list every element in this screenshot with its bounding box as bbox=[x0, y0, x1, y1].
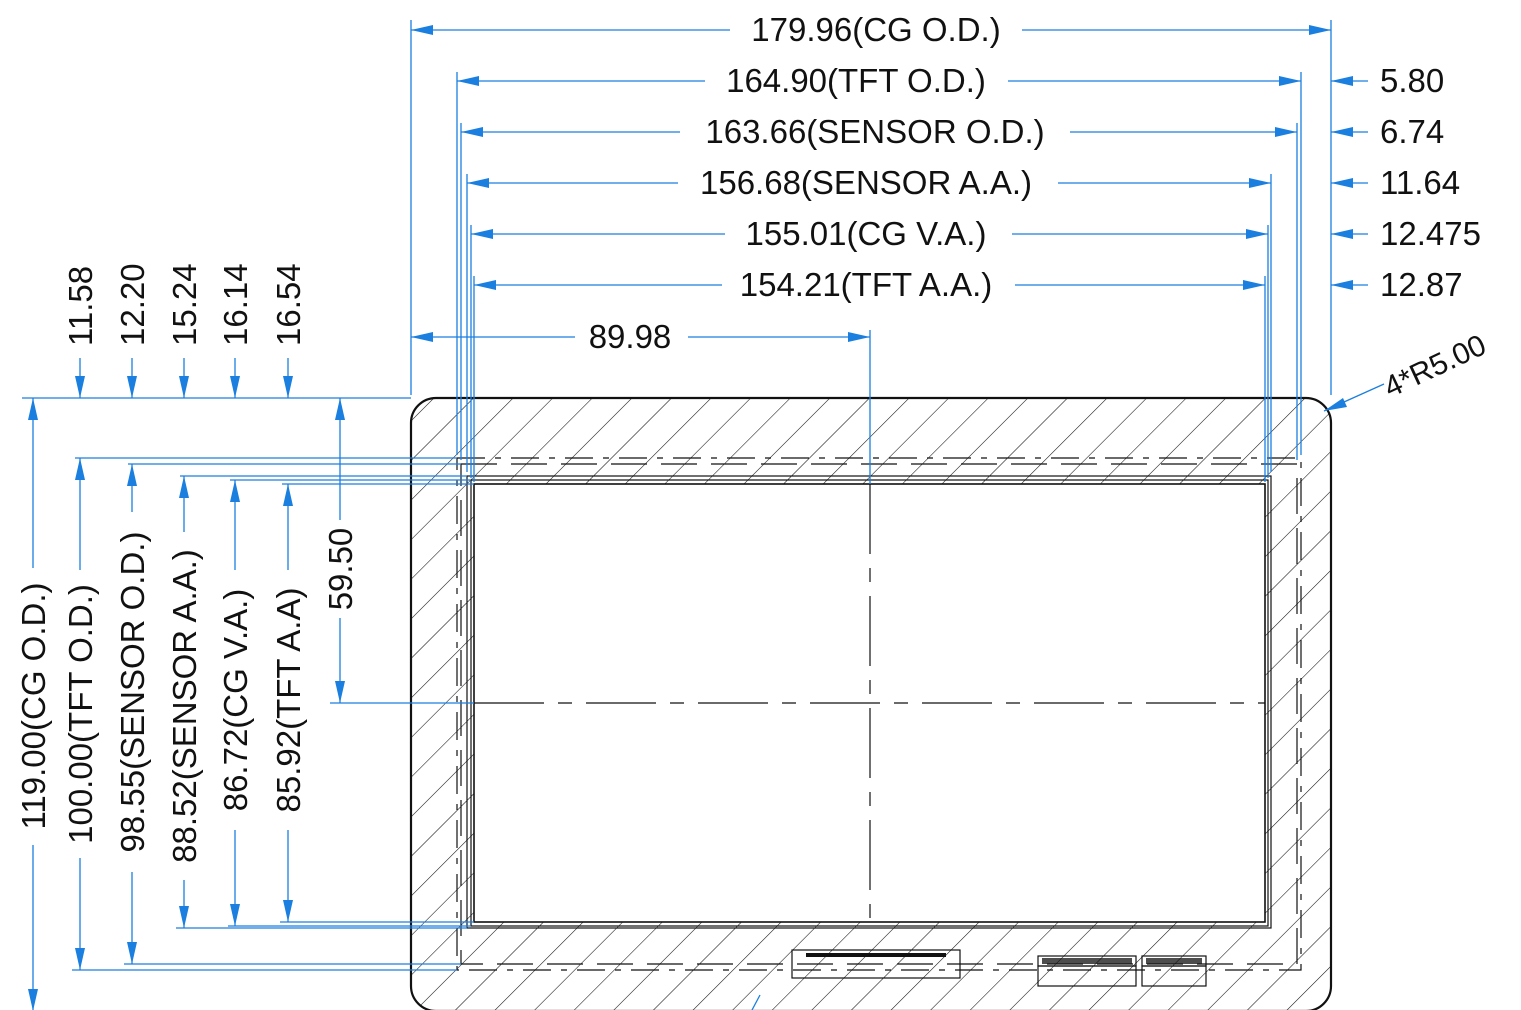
left-dimensions: 119.00(CG O.D.) 100.00(TFT O.D.) 98.55(S… bbox=[15, 397, 474, 1010]
panel-body bbox=[409, 396, 1333, 1010]
dim-cg-od-width: 179.96(CG O.D.) bbox=[411, 11, 1331, 48]
dim-center-y: 59.50 bbox=[322, 398, 359, 703]
dim-sensor-od-height: 98.55(SENSOR O.D.) bbox=[114, 464, 151, 964]
offset-16-14: 16.14 bbox=[217, 263, 254, 398]
offset-label: 12.20 bbox=[114, 263, 151, 346]
dim-label: 59.50 bbox=[322, 528, 359, 611]
dim-sensor-aa-width: 156.68(SENSOR A.A.) bbox=[467, 164, 1271, 201]
dim-cg-va-width: 155.01(CG V.A.) bbox=[471, 215, 1268, 252]
offset-12-475: 12.475 bbox=[1331, 215, 1481, 252]
leader-line bbox=[751, 994, 761, 1010]
offset-12-20: 12.20 bbox=[114, 263, 151, 398]
offset-label: 11.64 bbox=[1380, 164, 1460, 201]
offset-label: 5.80 bbox=[1380, 62, 1444, 99]
offset-11-58: 11.58 bbox=[62, 266, 99, 398]
dim-label: 164.90(TFT O.D.) bbox=[726, 62, 986, 99]
dim-label: 86.72(CG V.A.) bbox=[217, 589, 254, 812]
fpc-connector-right bbox=[1037, 955, 1207, 987]
top-dimensions: 179.96(CG O.D.) 164.90(TFT O.D.) 163.66(… bbox=[410, 11, 1332, 484]
corner-radius-label: 4*R5.00 bbox=[1379, 329, 1491, 405]
dim-label: 89.98 bbox=[589, 318, 672, 355]
dim-label: 88.52(SENSOR A.A.) bbox=[166, 549, 203, 863]
dim-sensor-aa-height: 88.52(SENSOR A.A.) bbox=[166, 476, 203, 928]
offset-12-87: 12.87 bbox=[1331, 266, 1463, 303]
offset-label: 16.14 bbox=[217, 263, 254, 346]
right-offsets: 5.80 6.74 11.64 12.475 12.87 4*R5.00 bbox=[1323, 62, 1491, 412]
dim-label: 154.21(TFT A.A.) bbox=[740, 266, 993, 303]
offset-label: 15.24 bbox=[166, 263, 203, 346]
dim-label: 156.68(SENSOR A.A.) bbox=[700, 164, 1032, 201]
dim-tft-aa-width: 154.21(TFT A.A.) bbox=[474, 266, 1265, 303]
offset-16-54: 16.54 bbox=[270, 263, 307, 398]
offset-6-74: 6.74 bbox=[1331, 113, 1444, 150]
cg-outline bbox=[409, 396, 1333, 1010]
offset-5-80: 5.80 bbox=[1331, 62, 1444, 99]
dim-sensor-od-width: 163.66(SENSOR O.D.) bbox=[461, 113, 1297, 150]
dim-label: 100.00(TFT O.D.) bbox=[62, 584, 99, 844]
dim-label: 98.55(SENSOR O.D.) bbox=[114, 532, 151, 853]
dim-cg-od-height: 119.00(CG O.D.) bbox=[15, 398, 52, 1010]
offset-15-24: 15.24 bbox=[166, 263, 203, 398]
dim-cg-va-height: 86.72(CG V.A.) bbox=[217, 480, 254, 926]
dim-label: 119.00(CG O.D.) bbox=[15, 583, 52, 830]
dim-center-x: 89.98 bbox=[411, 318, 870, 355]
dim-tft-od-height: 100.00(TFT O.D.) bbox=[62, 458, 99, 970]
offset-label: 12.87 bbox=[1380, 266, 1463, 303]
offset-label: 11.58 bbox=[62, 266, 99, 346]
sensor-aa-outline bbox=[466, 475, 1272, 929]
offset-11-64: 11.64 bbox=[1331, 164, 1460, 201]
left-offsets: 11.58 12.20 15.24 16.14 16.54 bbox=[62, 263, 474, 485]
dim-tft-aa-height: 85.92(TFT A.A) bbox=[270, 484, 307, 922]
dim-label: 163.66(SENSOR O.D.) bbox=[705, 113, 1044, 150]
dim-label: 179.96(CG O.D.) bbox=[751, 11, 1000, 48]
corner-radius-callout: 4*R5.00 bbox=[1323, 329, 1491, 412]
offset-label: 12.475 bbox=[1380, 215, 1481, 252]
dim-tft-od-width: 164.90(TFT O.D.) bbox=[457, 62, 1301, 99]
dim-label: 85.92(TFT A.A) bbox=[270, 588, 307, 813]
offset-label: 16.54 bbox=[270, 263, 307, 346]
tft-outline bbox=[456, 457, 1302, 971]
fpc-connector-center bbox=[791, 949, 961, 979]
offset-label: 6.74 bbox=[1380, 113, 1444, 150]
sensor-outline bbox=[460, 463, 1298, 965]
dim-label: 155.01(CG V.A.) bbox=[746, 215, 987, 252]
